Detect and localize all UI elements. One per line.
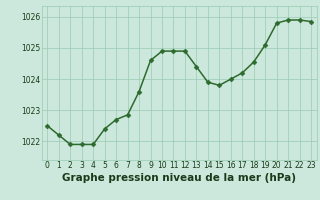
- X-axis label: Graphe pression niveau de la mer (hPa): Graphe pression niveau de la mer (hPa): [62, 173, 296, 183]
